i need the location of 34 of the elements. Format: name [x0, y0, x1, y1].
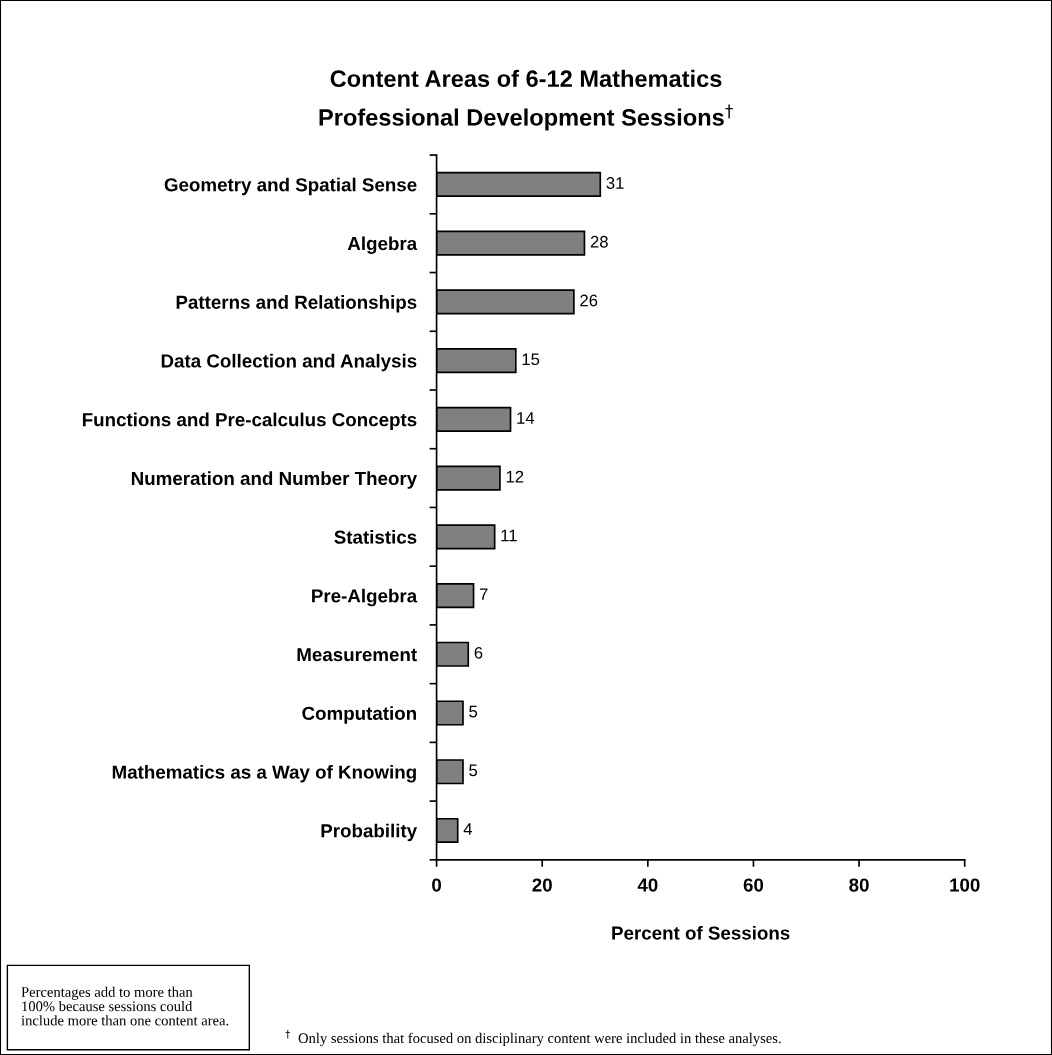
text: $^{†}$ Only sessions that focused on disciplinary content were included in these analyses.	[285, 1029, 781, 1047]
y-tick-label: Data Collection and Analysis	[161, 353, 417, 372]
y-tick-label: Computation	[302, 706, 416, 724]
x-tick-label: 40	[637, 878, 658, 892]
data-label: 28	[590, 235, 608, 248]
x-tick-label: 0	[432, 878, 442, 892]
data-label: 11	[501, 529, 517, 542]
y-tick-label: Patterns and Relationships	[176, 295, 417, 313]
y-tick-label: Numeration and Number Theory	[131, 471, 418, 489]
x-tick-label: 100	[950, 878, 980, 892]
y-tick-label: Statistics	[334, 530, 417, 544]
y-tick-label: Pre-Algebra	[312, 588, 418, 607]
chart-title: Content Areas of 6-12 Mathematics Professional Development Sessions$^{†}$	[319, 69, 733, 131]
data-label: 4	[463, 823, 473, 835]
x-axis-title: Percent of Sessions	[612, 925, 790, 940]
x-tick-label: 80	[849, 878, 869, 892]
data-label: 31	[606, 177, 624, 189]
data-label: 12	[506, 470, 524, 483]
y-tick-label: Functions and Pre-calculus Concepts	[82, 412, 417, 431]
data-label: 26	[580, 294, 598, 307]
x-tick-label: 60	[743, 878, 764, 892]
y-tick-label: Algebra	[347, 236, 418, 254]
y-tick-label: Mathematics as a Way of Knowing	[112, 764, 416, 783]
data-label: 5	[469, 705, 478, 718]
data-label: 7	[479, 588, 488, 600]
data-label: 15	[522, 353, 540, 366]
y-tick-label: Geometry and Spatial Sense	[164, 177, 417, 196]
data-label: 14	[517, 412, 535, 424]
data-label: 6	[474, 646, 483, 659]
y-tick-label: Measurement	[297, 648, 417, 662]
data-label: 5	[469, 764, 478, 777]
x-tick-label: 20	[532, 878, 552, 892]
y-tick-label: Probability	[321, 823, 418, 842]
text: Percentages add to more than 100% because sessions could include more than one content area.	[21, 986, 229, 1026]
